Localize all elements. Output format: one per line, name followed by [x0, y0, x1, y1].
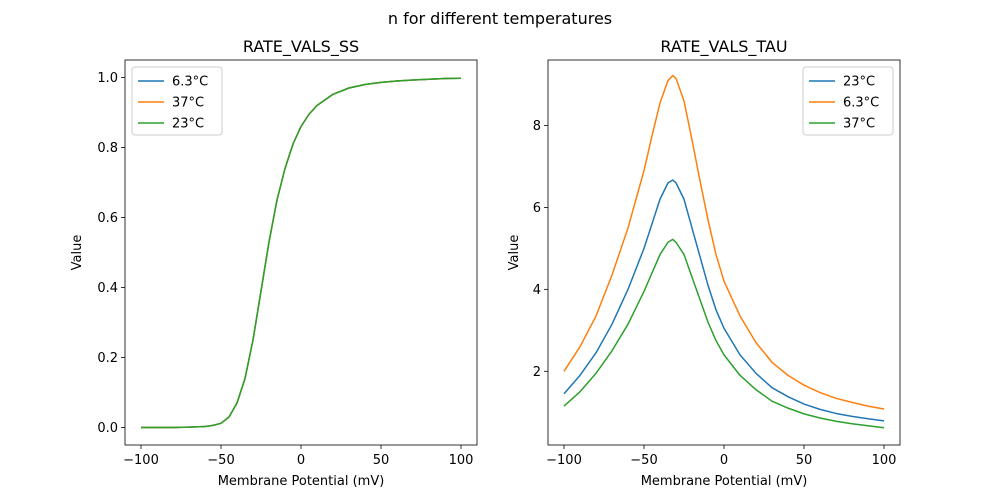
- legend-label: 37°C: [843, 117, 875, 132]
- series-line-37°C: [563, 238, 885, 429]
- x-tick-label: −100: [123, 453, 159, 468]
- subplot-rate-vals-ss: RATE_VALS_SS −100 −50 0 50 100 0.0 0.2 0.4 0.6 0.8…: [70, 37, 478, 489]
- y-tick-label: 2: [533, 365, 541, 380]
- legend: 6.3°C 37°C 23°C: [131, 66, 223, 136]
- x-tick-label: −50: [207, 453, 234, 468]
- y-tick-label: 0.4: [97, 281, 118, 296]
- x-tick-label: 0: [720, 453, 728, 468]
- figure-suptitle: n for different temperatures: [388, 9, 612, 28]
- y-tick-label: 8: [533, 119, 541, 134]
- x-axis-label: Membrane Potential (mV): [218, 474, 385, 489]
- legend: 23°C 6.3°C 37°C: [802, 66, 894, 136]
- x-tick-label: 0: [297, 453, 305, 468]
- y-axis-label: Value: [507, 235, 522, 271]
- subplot-rate-vals-tau: RATE_VALS_TAU −100 −50 0 50 100 2 4 6 8 Membrane P…: [507, 37, 901, 489]
- legend-label: 37°C: [172, 96, 204, 111]
- x-tick-label: 100: [872, 453, 897, 468]
- legend-frame: [802, 66, 894, 136]
- y-tick-label: 0.6: [97, 211, 118, 226]
- chart-title: RATE_VALS_TAU: [660, 37, 787, 57]
- legend-label: 23°C: [843, 75, 875, 90]
- x-tick-label: 100: [449, 453, 474, 468]
- series-line-23°C: [141, 77, 462, 429]
- y-tick-label: 0.0: [97, 421, 118, 436]
- y-tick-label: 4: [533, 283, 541, 298]
- y-axis-label: Value: [70, 235, 85, 271]
- y-tick-label: 1.0: [97, 71, 118, 86]
- y-tick-label: 0.8: [97, 141, 118, 156]
- x-tick-label: 50: [373, 453, 390, 468]
- series-line-6.3°C: [563, 74, 885, 410]
- x-axis-label: Membrane Potential (mV): [641, 474, 808, 489]
- x-tick-label: −100: [546, 453, 582, 468]
- series-line-23°C: [563, 179, 885, 422]
- legend-label: 6.3°C: [172, 75, 208, 90]
- x-tick-label: 50: [796, 453, 813, 468]
- legend-frame: [131, 66, 223, 136]
- legend-label: 23°C: [172, 117, 204, 132]
- legend-label: 6.3°C: [843, 96, 879, 111]
- y-tick-label: 0.2: [97, 351, 118, 366]
- chart-title: RATE_VALS_SS: [243, 37, 359, 57]
- y-tick-label: 6: [533, 201, 541, 216]
- x-tick-label: −50: [630, 453, 657, 468]
